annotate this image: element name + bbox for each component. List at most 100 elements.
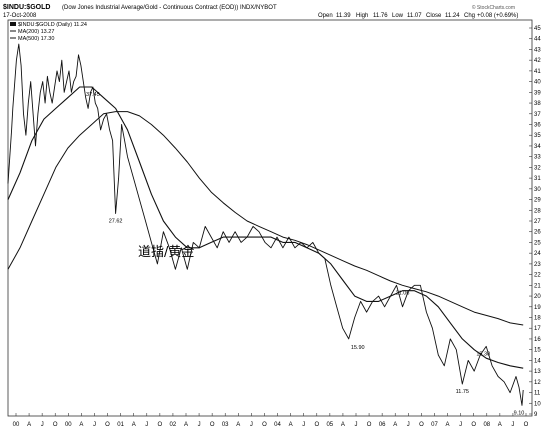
x-tick-label: O [105, 422, 110, 428]
x-tick-label: O [262, 422, 267, 428]
low-label: Low [392, 13, 404, 19]
y-tick-label: 40 [534, 80, 541, 86]
x-tick-label: O [367, 422, 372, 428]
y-tick-label: 23 [534, 262, 541, 268]
y-tick-label: 39 [534, 90, 541, 96]
price-series-line [7, 43, 524, 406]
chart-description: (Dow Jones Industrial Average/Gold - Con… [62, 5, 277, 11]
y-tick-label: 45 [534, 26, 541, 32]
open-value: 11.39 [336, 13, 351, 19]
ma500-series-line [7, 111, 524, 326]
x-tick-label: 02 [170, 422, 177, 428]
y-tick-label: 20 [534, 294, 541, 300]
y-tick-label: 43 [534, 47, 541, 53]
y-tick-label: 14 [534, 358, 541, 364]
price-annotation: 15.90 [351, 345, 365, 351]
y-tick-label: 13 [534, 369, 541, 375]
y-tick-label: 37 [534, 112, 541, 118]
y-tick-label: 18 [534, 316, 541, 322]
x-tick-label: A [184, 422, 188, 428]
close-value: 11.24 [445, 13, 460, 19]
y-tick-label: 10 [534, 401, 541, 407]
x-tick-label: J [302, 422, 305, 428]
y-tick-label: 15 [534, 348, 541, 354]
y-tick-label: 31 [534, 176, 541, 182]
x-tick-label: J [41, 422, 44, 428]
y-tick-label: 36 [534, 123, 541, 129]
y-tick-label: 32 [534, 165, 541, 171]
legend: $INDU:$GOLD (Daily) 11.24 MA(200) 13.27 … [10, 22, 87, 42]
plot-frame [7, 19, 533, 417]
y-tick-label: 27 [534, 219, 541, 225]
chart-date: 17-Oct-2008 [3, 13, 37, 19]
price-annotation: 21.06 [396, 290, 410, 296]
price-annotation: 37.45 [86, 92, 100, 98]
x-tick-label: J [93, 422, 96, 428]
y-tick-label: 44 [534, 37, 541, 43]
legend-swatch-price [10, 22, 16, 26]
x-tick-label: 00 [65, 422, 72, 428]
x-tick-label: J [459, 422, 462, 428]
x-tick-label: O [210, 422, 215, 428]
y-tick-label: 35 [534, 133, 541, 139]
high-value: 11.76 [373, 13, 388, 19]
open-label: Open [318, 13, 333, 19]
x-tick-label: J [511, 422, 514, 428]
legend-entry-price: $INDU:$GOLD (Daily) 11.24 [18, 22, 87, 28]
x-tick-label: O [471, 422, 476, 428]
x-tick-label: O [419, 422, 424, 428]
x-tick-label: 00 [13, 422, 20, 428]
x-tick-label: A [289, 422, 293, 428]
y-tick-label: 33 [534, 155, 541, 161]
chg-label: Chg [464, 13, 475, 19]
y-tick-label: 29 [534, 198, 541, 204]
legend-entry-ma500: MA(500) 17.30 [18, 36, 54, 42]
price-annotation: 27.62 [109, 219, 123, 225]
y-tick-label: 9 [534, 412, 538, 418]
chart-symbol: $INDU:$GOLD [3, 4, 50, 11]
x-tick-label: A [341, 422, 345, 428]
x-tick-label: 08 [483, 422, 490, 428]
y-tick-label: 19 [534, 305, 541, 311]
x-axis: 00 A J O 00 A J O 01 A J O 02 A J O 03 A J O 04 A J O 05 A J O 06 A J O… [13, 413, 529, 428]
x-tick-label: O [524, 422, 529, 428]
x-tick-label: A [498, 422, 502, 428]
price-annotation: 11.75 [456, 389, 469, 395]
x-tick-label: 06 [379, 422, 386, 428]
x-tick-label: A [236, 422, 240, 428]
price-annotation: 15.30 [476, 351, 490, 357]
x-tick-label: A [132, 422, 136, 428]
y-tick-label: 16 [534, 337, 541, 343]
y-tick-label: 30 [534, 187, 541, 193]
x-tick-label: A [445, 422, 449, 428]
y-tick-label: 26 [534, 230, 541, 236]
x-tick-label: J [407, 422, 410, 428]
legend-entry-ma200: MA(200) 13.27 [18, 29, 54, 35]
y-axis: 9 10 11 12 13 14 15 16 17 18 19 20 21 22 23 24 25 26 27 28 2… [529, 26, 541, 418]
y-tick-label: 41 [534, 69, 541, 75]
annotation-layer: 27.62 37.45 15.90 21.06 15.30 11.75 9.10 [86, 92, 524, 416]
y-tick-label: 28 [534, 208, 541, 214]
x-tick-label: J [198, 422, 201, 428]
x-tick-label: J [355, 422, 358, 428]
ohlc-summary: Open 11.39 High 11.76 Low 11.07 Close 11… [318, 13, 518, 19]
x-tick-label: J [250, 422, 253, 428]
price-annotation: 9.10 [514, 410, 525, 416]
y-tick-label: 17 [534, 326, 541, 332]
y-tick-label: 42 [534, 58, 541, 64]
y-tick-label: 34 [534, 144, 541, 150]
watermark: © StockCharts.com [472, 4, 515, 11]
x-tick-label: O [314, 422, 319, 428]
y-tick-label: 22 [534, 273, 541, 279]
x-tick-label: A [79, 422, 83, 428]
close-label: Close [426, 13, 442, 19]
x-tick-label: 01 [117, 422, 124, 428]
y-tick-label: 24 [534, 251, 541, 257]
y-tick-label: 38 [534, 101, 541, 107]
y-tick-label: 21 [534, 283, 541, 289]
y-tick-label: 11 [534, 391, 541, 397]
series-layer [7, 43, 524, 406]
x-tick-label: 05 [326, 422, 333, 428]
x-tick-label: O [53, 422, 58, 428]
